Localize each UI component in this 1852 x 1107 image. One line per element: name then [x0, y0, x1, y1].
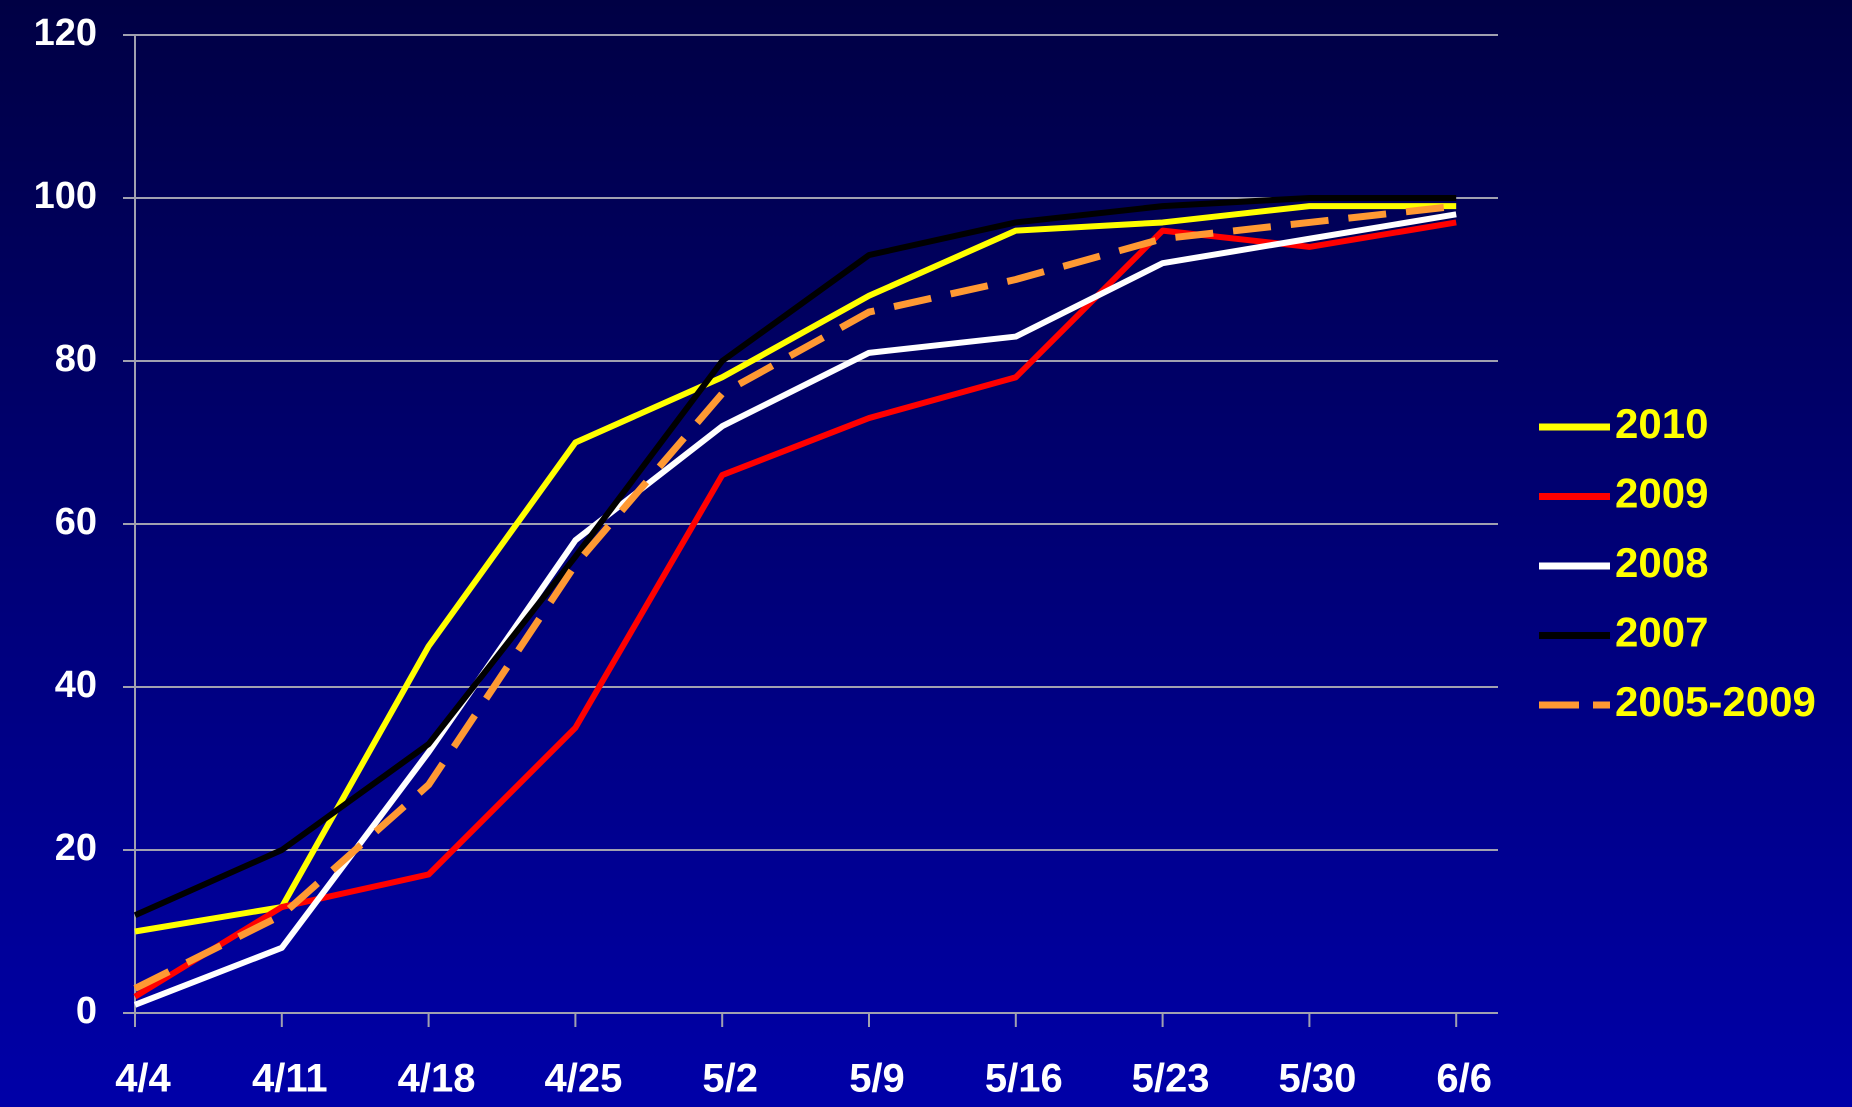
x-tick-label: 5/30: [1278, 1057, 1356, 1101]
series-line: [133, 202, 1457, 992]
x-tick-label: 4/11: [252, 1057, 328, 1101]
legend-label: 2010: [1615, 400, 1708, 447]
legend-label: 2008: [1615, 539, 1708, 586]
y-tick-label: 40: [55, 664, 97, 706]
y-tick-label: 100: [34, 175, 97, 217]
legend-label: 2007: [1615, 609, 1708, 656]
legend-label: 2005-2009: [1615, 678, 1816, 725]
x-tick-label: 4/4: [115, 1057, 171, 1101]
x-tick-label: 5/9: [849, 1057, 905, 1101]
x-tick-label: 5/2: [702, 1057, 758, 1101]
x-tick-label: 6/6: [1436, 1057, 1492, 1101]
x-tick-label: 5/23: [1132, 1057, 1210, 1101]
y-tick-label: 120: [34, 12, 97, 54]
legend-label: 2009: [1615, 470, 1708, 517]
series-line: [133, 219, 1457, 1000]
y-tick-label: 80: [55, 338, 97, 380]
x-tick-label: 4/18: [398, 1057, 476, 1101]
series-line: [134, 203, 1457, 935]
x-tick-label: 5/16: [985, 1057, 1063, 1101]
y-tick-label: 20: [55, 827, 97, 869]
series-line: [133, 195, 1457, 918]
y-tick-label: 0: [76, 990, 97, 1032]
x-tick-label: 4/25: [544, 1057, 622, 1101]
series-line: [133, 211, 1457, 1008]
y-tick-label: 60: [55, 501, 97, 543]
